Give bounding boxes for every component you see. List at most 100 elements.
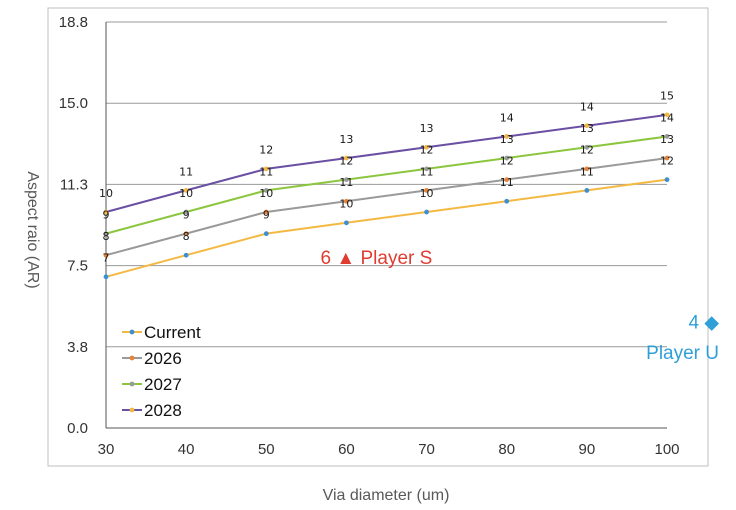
y-axis-ticks: 0.0 3.8 7.5 11.3 15.0 18.8 — [59, 14, 88, 437]
series-markers — [103, 112, 670, 280]
data-label: 10 — [420, 187, 434, 200]
y-tick-label: 15.0 — [59, 95, 88, 112]
data-point — [504, 134, 510, 139]
data-label: 12 — [259, 144, 273, 157]
data-label: 15 — [660, 90, 674, 103]
data-label: 13 — [339, 133, 353, 146]
data-point — [183, 231, 189, 237]
data-point — [183, 209, 189, 215]
x-tick-label: 100 — [654, 441, 679, 458]
data-point — [263, 209, 269, 215]
data-point — [263, 166, 269, 172]
data-label: 12 — [660, 155, 674, 168]
data-label: 11 — [179, 165, 193, 178]
data-label: 12 — [580, 144, 594, 157]
data-label: 13 — [660, 133, 674, 146]
series-line-2027 — [105, 135, 668, 235]
data-label: 8 — [103, 230, 110, 243]
annotations: 6 ▲ Player S 4 ◆ Player U — [321, 248, 720, 364]
data-label: 12 — [420, 144, 434, 157]
data-point — [424, 188, 429, 193]
legend-label: Current — [144, 323, 201, 342]
y-axis-title: Aspect raio (AR) — [24, 171, 41, 288]
data-label: 12 — [500, 155, 514, 168]
data-label: 10 — [99, 187, 113, 200]
data-label: 7 — [103, 252, 110, 265]
data-point — [584, 166, 590, 172]
data-point — [103, 231, 109, 237]
data-point — [424, 209, 429, 215]
y-tick-label: 0.0 — [67, 420, 88, 437]
data-point — [344, 220, 349, 226]
legend: Current 2026 2027 2028 — [122, 323, 201, 420]
data-point — [263, 231, 269, 237]
data-label: 13 — [500, 133, 514, 146]
data-label: 13 — [420, 122, 434, 135]
data-label: 10 — [179, 187, 193, 200]
series-line-2028 — [105, 113, 668, 213]
data-point — [664, 155, 670, 161]
data-label: 14 — [500, 111, 514, 124]
data-label: 9 — [183, 209, 190, 222]
data-point — [504, 198, 510, 204]
data-point — [664, 177, 670, 183]
data-point — [424, 166, 429, 172]
x-axis-title: Via diameter (um) — [323, 487, 450, 504]
y-tick-label: 7.5 — [67, 258, 88, 275]
data-point — [664, 112, 670, 118]
data-point — [504, 177, 510, 183]
legend-label: 2027 — [144, 375, 182, 394]
legend-marker — [129, 355, 135, 361]
data-point — [103, 252, 109, 258]
y-tick-label: 11.3 — [60, 176, 88, 193]
data-point — [584, 144, 590, 150]
data-label: 11 — [339, 176, 353, 189]
data-point — [664, 134, 670, 139]
data-point — [424, 144, 429, 150]
x-axis-ticks: 30 40 50 60 70 80 90 100 — [98, 441, 680, 458]
x-tick-label: 80 — [498, 441, 515, 458]
series-line-Current — [105, 178, 668, 278]
data-label: 8 — [183, 230, 190, 243]
x-tick-label: 60 — [338, 441, 355, 458]
grid-lines — [105, 21, 667, 429]
data-point — [103, 209, 109, 215]
annotation-label: 4 ◆ — [689, 313, 720, 334]
series-lines — [105, 113, 668, 278]
data-labels: 7 8 9 10 10 11 11 12 8 9 10 11 11 12 12 13 9 10 11 12 12 13 13… — [99, 90, 674, 265]
legend-marker — [129, 329, 135, 335]
annotation-label: 6 ▲ Player S — [321, 248, 433, 269]
data-point — [504, 155, 510, 161]
data-point — [183, 252, 189, 258]
data-label: 10 — [259, 187, 273, 200]
data-label: 11 — [420, 165, 434, 178]
data-label: 11 — [500, 176, 514, 189]
plot-frame — [47, 7, 709, 467]
x-tick-label: 40 — [178, 441, 195, 458]
data-label: 9 — [103, 209, 110, 222]
legend-marker — [129, 381, 135, 387]
data-label: 14 — [580, 101, 594, 114]
x-tick-label: 50 — [258, 441, 275, 458]
data-point — [263, 188, 269, 193]
y-tick-label: 3.8 — [67, 339, 88, 356]
data-point — [103, 274, 109, 280]
data-point — [183, 188, 189, 193]
data-label: 13 — [580, 122, 594, 135]
data-label: 12 — [339, 155, 353, 168]
y-tick-label: 18.8 — [59, 14, 88, 31]
legend-label: 2026 — [144, 349, 182, 368]
data-point — [344, 198, 349, 204]
data-point — [344, 155, 349, 161]
annotation-label: Player U — [646, 343, 719, 364]
legend-marker — [129, 407, 135, 413]
data-label: 14 — [660, 111, 674, 124]
x-tick-label: 70 — [418, 441, 435, 458]
data-label: 10 — [339, 198, 353, 211]
series-line-2026 — [105, 157, 668, 257]
data-point — [584, 188, 590, 193]
x-tick-label: 30 — [98, 441, 115, 458]
data-label: 9 — [263, 209, 270, 222]
data-point — [584, 123, 590, 129]
